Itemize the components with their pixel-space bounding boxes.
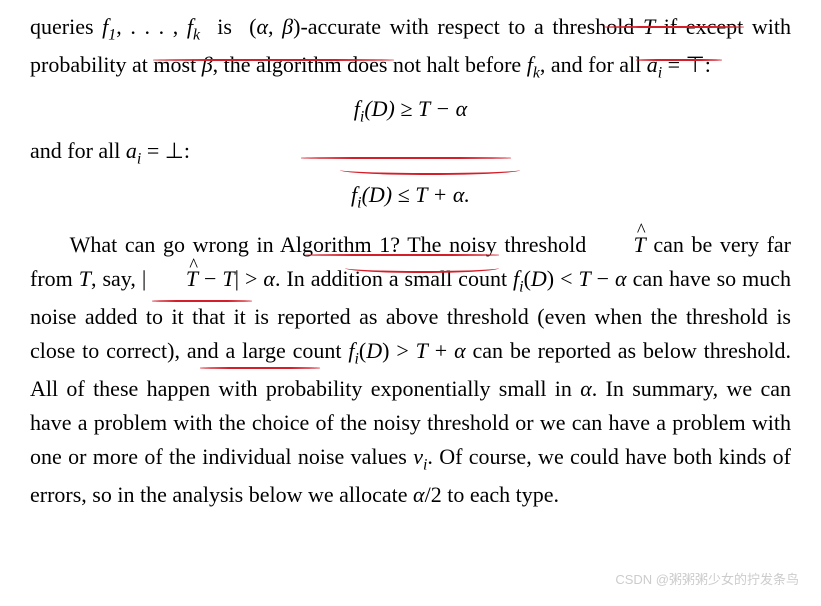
annotation-stroke bbox=[604, 26, 744, 28]
annotation-stroke bbox=[636, 59, 722, 61]
equation-1: fi(D) ≥ T − α bbox=[30, 92, 791, 130]
annotation-stroke bbox=[200, 367, 320, 369]
annotation-stroke bbox=[152, 300, 252, 302]
paragraph-1: queries f1, . . . , fk is (α, β)-accurat… bbox=[30, 10, 791, 86]
annotation-stroke bbox=[301, 157, 511, 159]
annotation-stroke bbox=[305, 254, 499, 256]
text: and for all ai = ⊥: bbox=[30, 138, 190, 163]
annotation-stroke bbox=[345, 263, 499, 273]
eq-text: fi(D) ≥ T − α bbox=[354, 96, 467, 121]
annotation-stroke bbox=[153, 59, 394, 61]
equation-2: fi(D) ≤ T + α. bbox=[30, 178, 791, 216]
text: queries f1, . . . , fk is (α, β)-accurat… bbox=[30, 14, 791, 77]
eq-text: fi(D) ≤ T + α. bbox=[351, 182, 470, 207]
annotation-stroke bbox=[340, 165, 520, 175]
watermark: CSDN @粥粥粥少女的拧发条鸟 bbox=[615, 569, 799, 588]
